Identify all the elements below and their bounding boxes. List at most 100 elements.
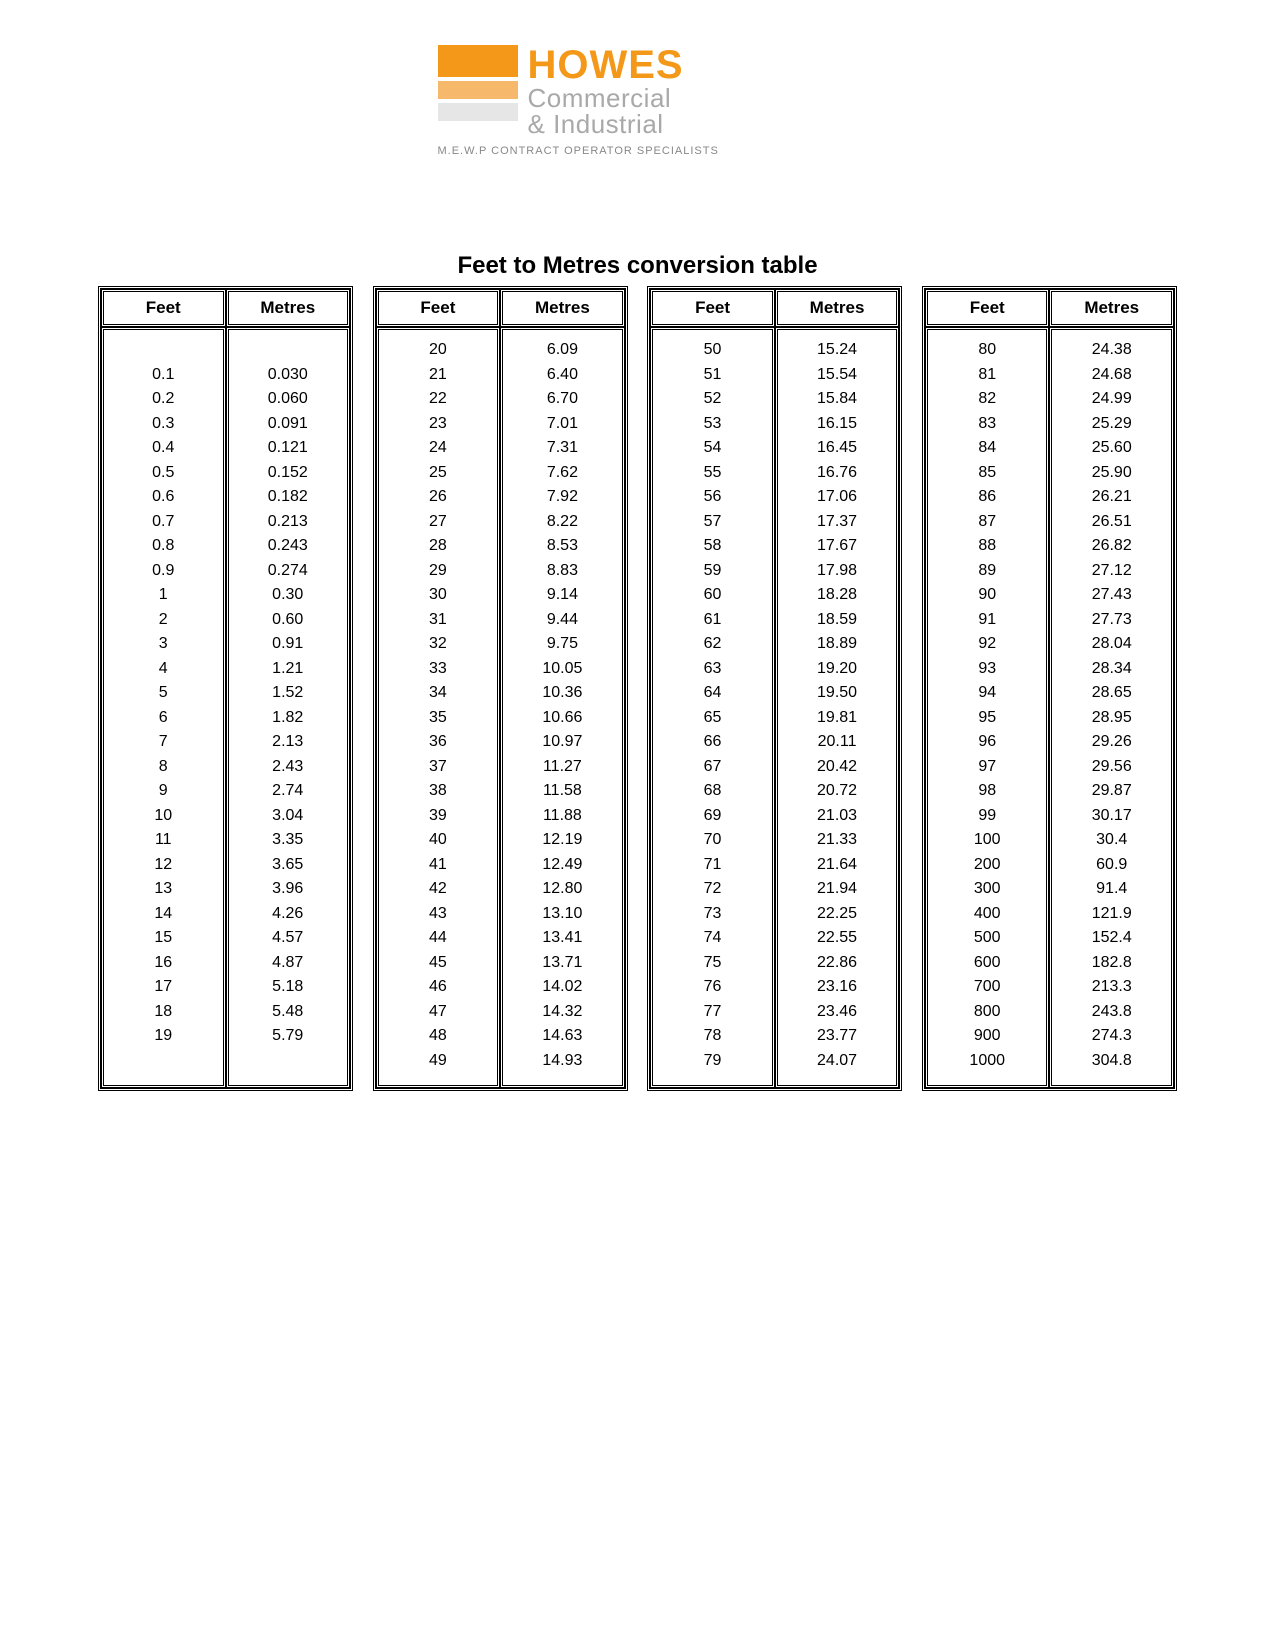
metres-value: 25.29	[1092, 412, 1132, 437]
feet-value: 800	[974, 1000, 1001, 1025]
feet-value: 47	[429, 1000, 447, 1025]
metres-value: 13.10	[542, 902, 582, 927]
feet-value: 39	[429, 804, 447, 829]
feet-value: 56	[704, 485, 722, 510]
feet-cell: 8081828384858687888990919293949596979899…	[925, 327, 1050, 1088]
feet-value: 11	[155, 828, 172, 853]
metres-value: 9.44	[547, 608, 578, 633]
metres-value: 2.13	[272, 730, 303, 755]
feet-value: 90	[978, 583, 996, 608]
metres-value: 28.04	[1092, 632, 1132, 657]
feet-value: 8	[159, 755, 168, 780]
metres-value: 0.30	[272, 583, 303, 608]
metres-value: 29.87	[1092, 779, 1132, 804]
metres-value: 182.8	[1092, 951, 1132, 976]
metres-value: 4.26	[272, 902, 303, 927]
feet-value: 31	[429, 608, 447, 633]
table-row: 2021222324252627282930313233343536373839…	[376, 327, 625, 1088]
feet-value: 4	[159, 657, 168, 682]
feet-value: 0.2	[152, 387, 174, 412]
feet-value: 53	[704, 412, 722, 437]
metres-cell: 15.2415.5415.8416.1516.4516.7617.0617.37…	[775, 327, 900, 1088]
metres-value: 7.92	[547, 485, 578, 510]
feet-value: 10	[154, 804, 172, 829]
feet-value: 0.9	[152, 559, 174, 584]
feet-cell: 0.10.20.30.40.50.60.70.80.91234567891011…	[101, 327, 226, 1088]
feet-value: 73	[704, 902, 722, 927]
feet-value: 59	[704, 559, 722, 584]
feet-value: 0.8	[152, 534, 174, 559]
metres-value: 13.41	[542, 926, 582, 951]
metres-value: 0.243	[268, 534, 308, 559]
metres-value: 23.46	[817, 1000, 857, 1025]
metres-value: 0.030	[268, 363, 308, 388]
metres-value: 21.03	[817, 804, 857, 829]
feet-value: 40	[429, 828, 447, 853]
feet-value: 80	[978, 338, 996, 363]
logo-brand: HOWES	[528, 45, 684, 85]
feet-value: 36	[429, 730, 447, 755]
metres-value: 24.07	[817, 1049, 857, 1074]
metres-value: 28.34	[1092, 657, 1132, 682]
feet-value: 71	[704, 853, 722, 878]
metres-value: 27.12	[1092, 559, 1132, 584]
feet-value: 96	[978, 730, 996, 755]
feet-value: 17	[154, 975, 172, 1000]
metres-value: 91.4	[1096, 877, 1127, 902]
metres-value: 10.36	[542, 681, 582, 706]
metres-value: 22.55	[817, 926, 857, 951]
metres-value: 20.42	[817, 755, 857, 780]
metres-value: 29.56	[1092, 755, 1132, 780]
conversion-table-3: FeetMetres505152535455565758596061626364…	[647, 286, 902, 1091]
header-metres: Metres	[500, 289, 625, 327]
metres-value: 18.28	[817, 583, 857, 608]
metres-value: 30.4	[1096, 828, 1127, 853]
metres-value: 5.18	[272, 975, 303, 1000]
feet-value: 77	[704, 1000, 722, 1025]
metres-value: 19.50	[817, 681, 857, 706]
feet-value: 32	[429, 632, 447, 657]
metres-value: 23.16	[817, 975, 857, 1000]
metres-cell: 0.0300.0600.0910.1210.1520.1820.2130.243…	[226, 327, 351, 1088]
feet-value: 45	[429, 951, 447, 976]
feet-value: 81	[978, 363, 996, 388]
metres-value: 25.90	[1092, 461, 1132, 486]
header-feet: Feet	[650, 289, 775, 327]
metres-value: 243.8	[1092, 1000, 1132, 1025]
metres-value: 3.96	[272, 877, 303, 902]
feet-value: 38	[429, 779, 447, 804]
metres-value: 25.60	[1092, 436, 1132, 461]
metres-value: 8.83	[547, 559, 578, 584]
metres-value: 12.80	[542, 877, 582, 902]
metres-cell: 24.3824.6824.9925.2925.6025.9026.2126.51…	[1049, 327, 1174, 1088]
metres-value: 121.9	[1092, 902, 1132, 927]
feet-value: 61	[704, 608, 722, 633]
feet-value: 62	[704, 632, 722, 657]
conversion-table-2: FeetMetres202122232425262728293031323334…	[373, 286, 628, 1091]
metres-value: 2.74	[272, 779, 303, 804]
feet-value: 100	[974, 828, 1001, 853]
metres-value: 18.89	[817, 632, 857, 657]
feet-value: 43	[429, 902, 447, 927]
feet-value: 93	[978, 657, 996, 682]
feet-value: 94	[978, 681, 996, 706]
feet-value: 0.4	[152, 436, 174, 461]
metres-value: 15.24	[817, 338, 857, 363]
metres-value: 11.58	[543, 779, 582, 804]
metres-value: 0.091	[268, 412, 308, 437]
metres-value: 27.73	[1092, 608, 1132, 633]
metres-value: 23.77	[817, 1024, 857, 1049]
conversion-table-4: FeetMetres808182838485868788899091929394…	[922, 286, 1177, 1091]
feet-value: 66	[704, 730, 722, 755]
metres-value: 24.68	[1092, 363, 1132, 388]
metres-value: 7.62	[547, 461, 578, 486]
metres-value: 21.94	[817, 877, 857, 902]
metres-value: 14.02	[542, 975, 582, 1000]
feet-value: 0.1	[152, 363, 174, 388]
metres-value: 304.8	[1092, 1049, 1132, 1074]
feet-value: 27	[429, 510, 447, 535]
feet-value: 23	[429, 412, 447, 437]
feet-value: 42	[429, 877, 447, 902]
metres-value: 24.99	[1092, 387, 1132, 412]
metres-value: 2.43	[272, 755, 303, 780]
